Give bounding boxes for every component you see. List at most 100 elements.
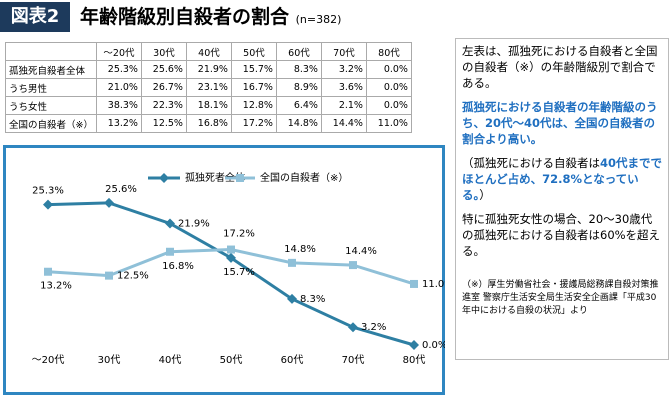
- cell: 8.3%: [275, 60, 322, 79]
- cell: 0.0%: [365, 60, 412, 79]
- cell: 15.7%: [230, 60, 277, 79]
- sample-size: (n=382): [295, 13, 342, 26]
- cell: 18.1%: [185, 96, 232, 115]
- column-header: 70代: [320, 42, 367, 61]
- point: [227, 245, 235, 254]
- cell: 8.9%: [275, 78, 322, 97]
- point: [409, 340, 419, 350]
- row-label: うち男性: [5, 78, 97, 97]
- paragraph: 左表は、孤独死における自殺者と全国の自殺者（※）の年齢階級別で割合である。: [462, 44, 658, 90]
- point: [349, 261, 357, 270]
- text: （孤独死における自殺者は: [462, 156, 600, 170]
- column-header: 80代: [365, 42, 412, 61]
- cell: 2.1%: [320, 96, 367, 115]
- cell: 21.0%: [95, 78, 142, 97]
- title: 年齢階級別自殺者の割合 (n=382): [80, 4, 341, 33]
- x-tick-label: 50代: [220, 354, 243, 366]
- cell: 23.1%: [185, 78, 232, 97]
- point: [288, 258, 296, 267]
- x-tick-label: 40代: [159, 354, 182, 366]
- highlight: 孤独死における自殺者の年齢階級のうち、20代〜40代は、全国の自殺者の割合より高…: [462, 100, 658, 146]
- cell: 25.6%: [140, 60, 187, 79]
- cell: 12.8%: [230, 96, 277, 115]
- legend-label: 全国の自殺者（※）: [260, 171, 348, 184]
- cell: 14.8%: [275, 114, 322, 133]
- value-label: 12.5%: [117, 271, 149, 282]
- cell: 11.0%: [365, 114, 412, 133]
- value-label: 21.9%: [178, 218, 210, 229]
- column-header: 30代: [140, 42, 187, 61]
- cell: 12.5%: [140, 114, 187, 133]
- cell: 6.4%: [275, 96, 322, 115]
- cell: 0.0%: [365, 78, 412, 97]
- value-label: 25.6%: [105, 184, 137, 195]
- point: [165, 218, 175, 229]
- point: [287, 293, 297, 304]
- cell: 21.9%: [185, 60, 232, 79]
- column-header: 〜20代: [95, 42, 142, 61]
- cell: 38.3%: [95, 96, 142, 115]
- paragraph: 特に孤独死女性の場合、20〜30歳代の孤独死における自殺者は60%を超える。: [462, 212, 661, 258]
- cell: 16.7%: [230, 78, 277, 97]
- table-row: 全国の自殺者（※） 13.2% 12.5% 16.8% 17.2% 14.8% 14.4% 1…: [5, 114, 412, 133]
- data-table: 〜20代 30代 40代 50代 60代 70代 80代 孤独死自殺者全体 25.3% 25.6%…: [5, 42, 412, 133]
- header-row: 〜20代 30代 40代 50代 60代 70代 80代: [5, 42, 412, 61]
- point: [166, 247, 174, 256]
- value-label: 15.7%: [223, 267, 255, 278]
- cell: 3.6%: [320, 78, 367, 97]
- cell: 17.2%: [230, 114, 277, 133]
- highlight: 40代まででほとんど占め、72.8%となっている。: [462, 156, 663, 202]
- text-panel: 左表は、孤独死における自殺者と全国の自殺者（※）の年齢階級別で割合である。 孤独…: [455, 38, 669, 360]
- legend-marker: [236, 174, 244, 182]
- row-label: 全国の自殺者（※）: [5, 114, 97, 133]
- title-text: 年齢階級別自殺者の割合: [80, 6, 290, 28]
- value-label: 0.0%: [422, 340, 445, 351]
- point: [43, 199, 53, 210]
- column-header: 40代: [185, 42, 232, 61]
- value-label: 3.2%: [361, 322, 386, 333]
- point: [44, 267, 52, 276]
- chart-frame: [3, 145, 445, 395]
- point: [348, 322, 358, 333]
- figure-label: 図表2: [0, 2, 70, 32]
- column-header: 50代: [230, 42, 277, 61]
- cell: 13.2%: [95, 114, 142, 133]
- value-label: 25.3%: [32, 186, 64, 197]
- value-label: 11.0%: [422, 279, 445, 290]
- value-label: 13.2%: [40, 281, 72, 292]
- cell: 22.3%: [140, 96, 187, 115]
- table-row: うち女性 38.3% 22.3% 18.1% 12.8% 6.4% 2.1% 0.0%: [5, 96, 412, 115]
- x-tick-label: 60代: [281, 354, 304, 366]
- legend-marker: [159, 173, 169, 183]
- table-row: 孤独死自殺者全体 25.3% 25.6% 21.9% 15.7% 8.3% 3.2% 0.0%: [5, 60, 412, 79]
- x-tick-label: 70代: [342, 354, 365, 366]
- value-label: 17.2%: [223, 229, 255, 240]
- text: ）: [479, 188, 491, 202]
- x-tick-label: 30代: [98, 354, 121, 366]
- value-label: 14.4%: [345, 246, 377, 257]
- chart: 〜20代 30代 40代 50代 60代 70代 80代 孤独死者全体 25.3% 25.6% 21…: [3, 145, 445, 395]
- x-tick-label: 80代: [403, 354, 426, 366]
- row-label: うち女性: [5, 96, 97, 115]
- table-row: うち男性 21.0% 26.7% 23.1% 16.7% 8.9% 3.6% 0.0%: [5, 78, 412, 97]
- note: （※）厚生労働省社会・援護局総務課自殺対策推進室 警察庁生活安全局生活安全企画課…: [462, 280, 659, 316]
- cell: 16.8%: [185, 114, 232, 133]
- point: [410, 279, 418, 288]
- paragraph: （孤独死における自殺者は40代まででほとんど占め、72.8%となっている。）: [462, 155, 662, 203]
- cell: 14.4%: [320, 114, 367, 133]
- row-label: 孤独死自殺者全体: [5, 60, 97, 79]
- point: [105, 271, 113, 280]
- corner-cell: [5, 42, 97, 61]
- x-tick-label: 〜20代: [32, 354, 65, 366]
- value-label: 8.3%: [300, 294, 325, 305]
- point: [226, 252, 236, 263]
- legend-label: 孤独死者全体: [185, 171, 245, 184]
- value-label: 14.8%: [284, 244, 316, 255]
- cell: 25.3%: [95, 60, 142, 79]
- cell: 26.7%: [140, 78, 187, 97]
- cell: 0.0%: [365, 96, 412, 115]
- value-label: 16.8%: [162, 261, 194, 272]
- cell: 3.2%: [320, 60, 367, 79]
- point: [104, 197, 114, 208]
